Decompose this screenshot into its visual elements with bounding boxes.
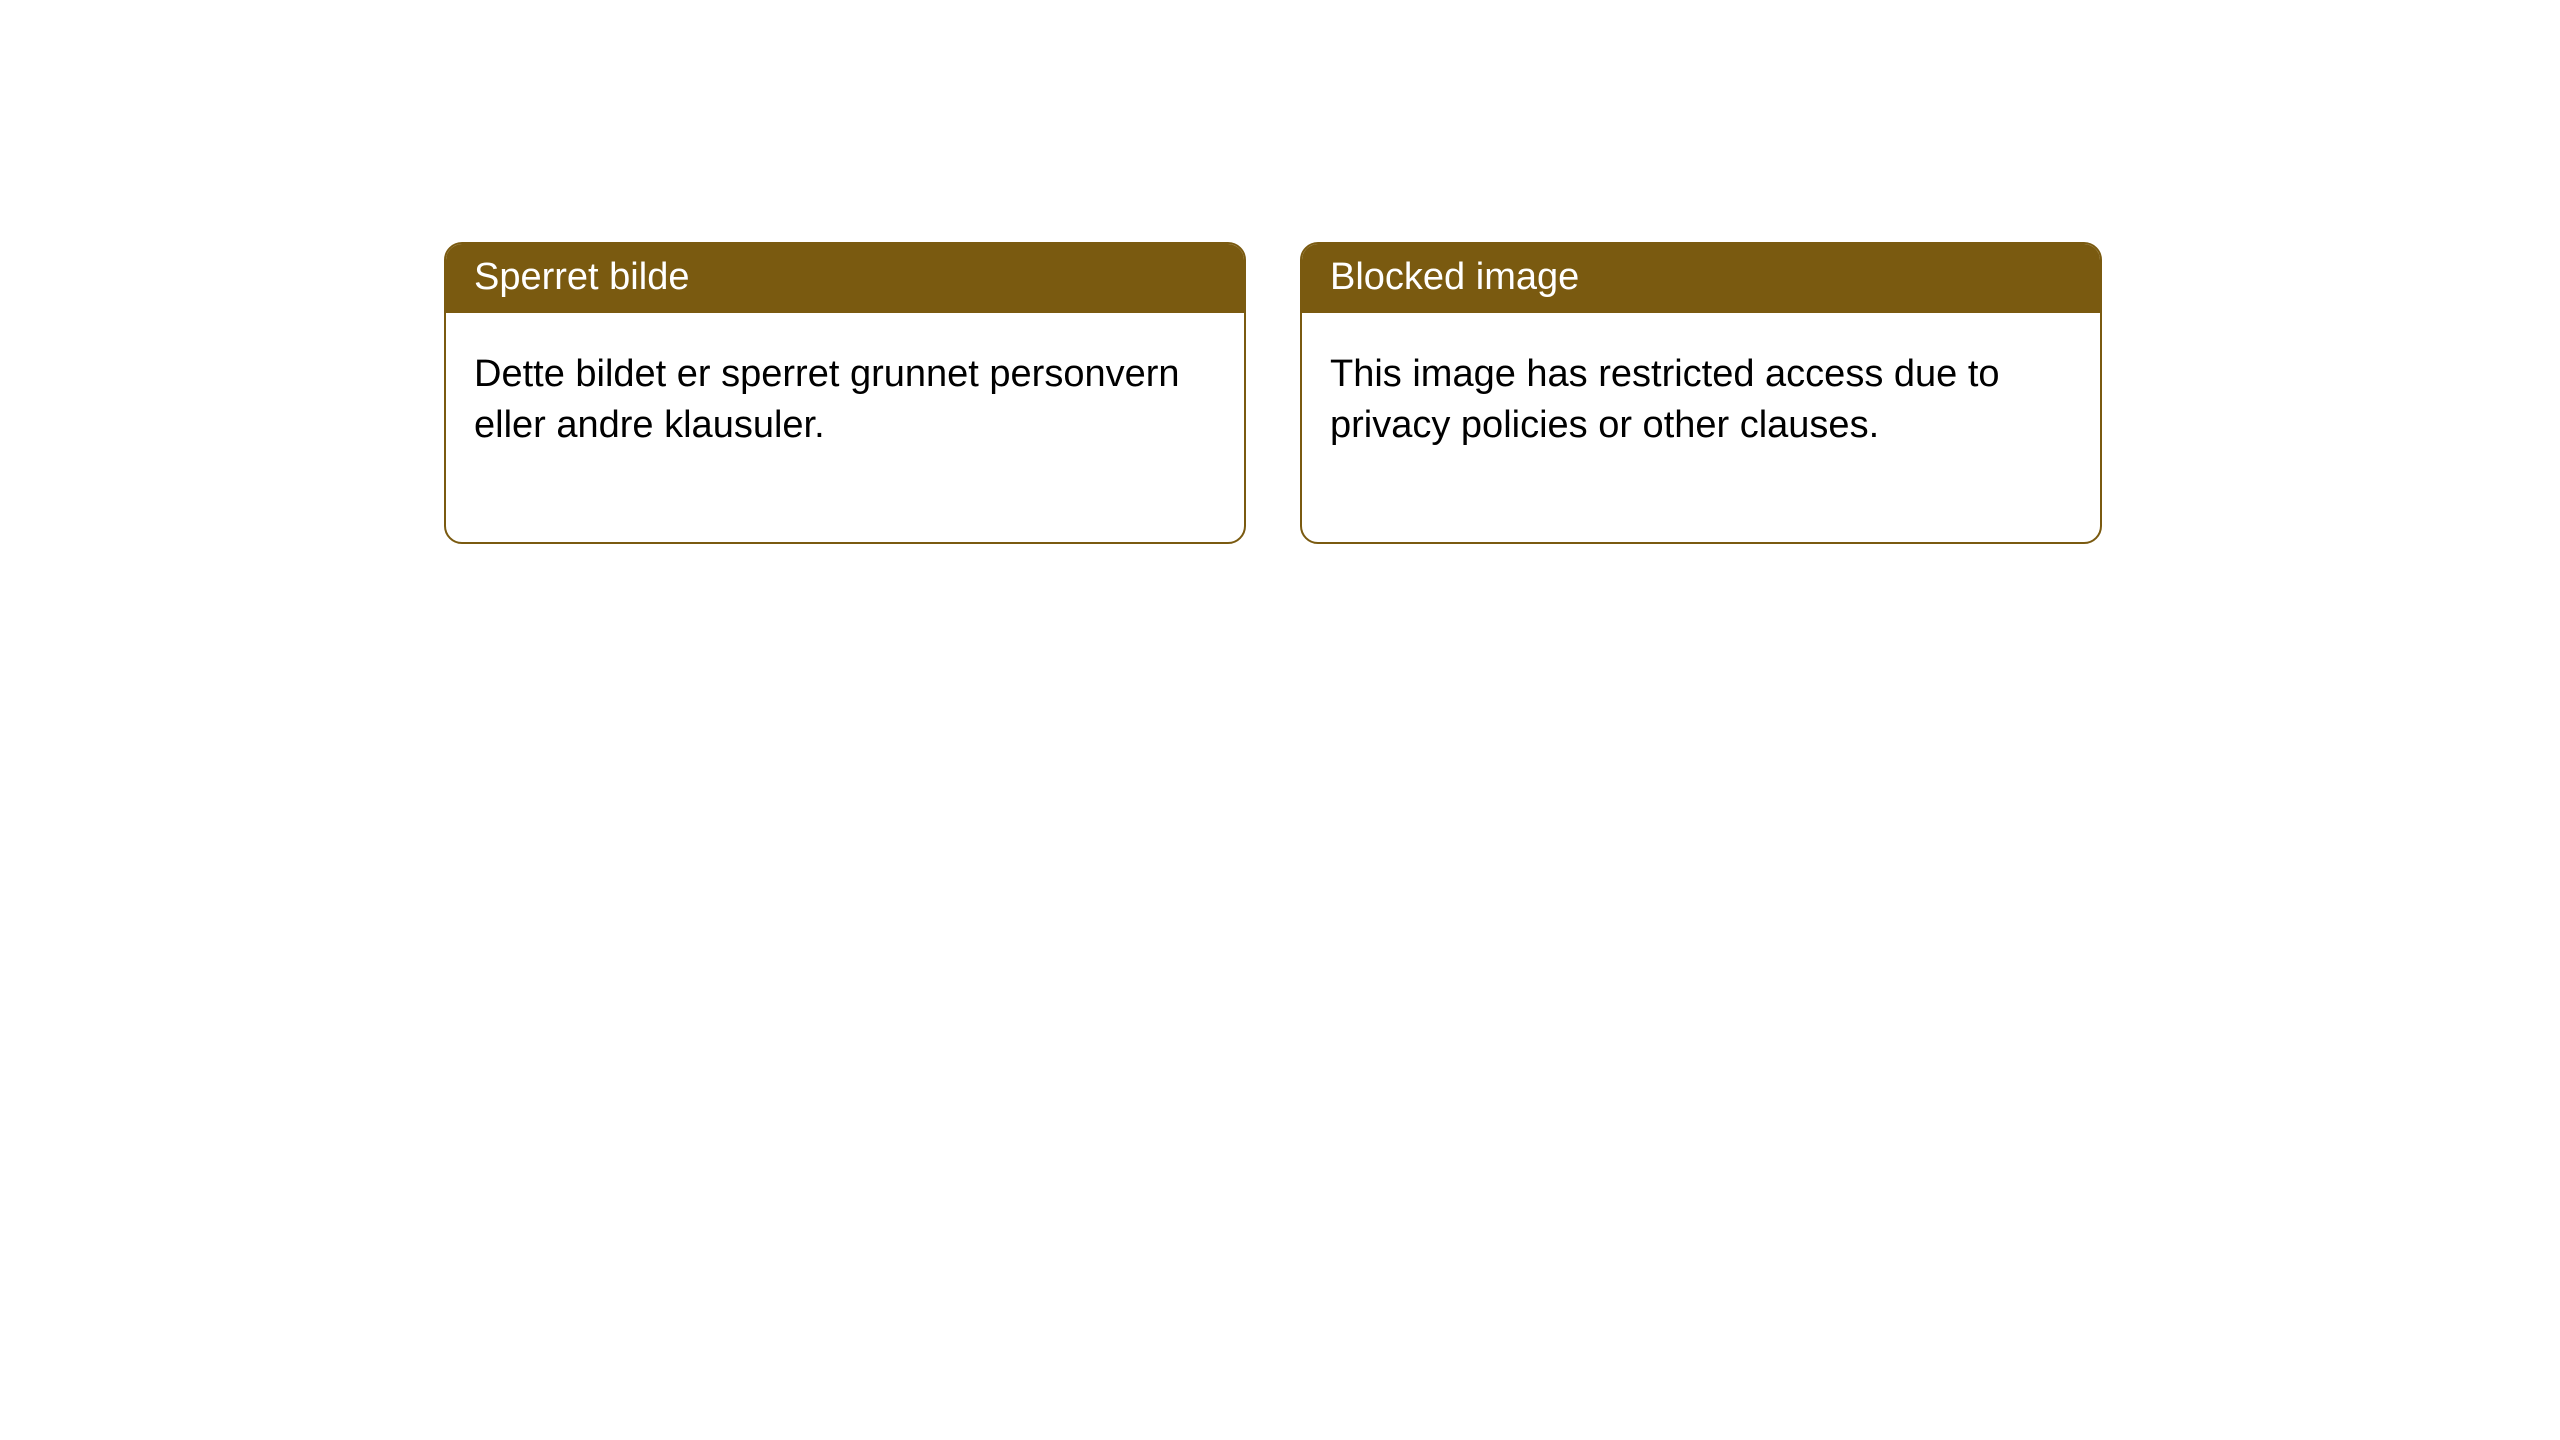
blocked-image-card-en: Blocked image This image has restricted …	[1300, 242, 2102, 544]
card-body-text: This image has restricted access due to …	[1330, 353, 2000, 446]
card-header: Blocked image	[1302, 244, 2100, 313]
card-body-text: Dette bildet er sperret grunnet personve…	[474, 353, 1180, 446]
card-title: Sperret bilde	[474, 256, 689, 298]
card-body: Dette bildet er sperret grunnet personve…	[446, 313, 1244, 542]
card-header: Sperret bilde	[446, 244, 1244, 313]
blocked-image-card-no: Sperret bilde Dette bildet er sperret gr…	[444, 242, 1246, 544]
card-title: Blocked image	[1330, 256, 1579, 298]
card-body: This image has restricted access due to …	[1302, 313, 2100, 542]
card-container: Sperret bilde Dette bildet er sperret gr…	[0, 0, 2560, 544]
